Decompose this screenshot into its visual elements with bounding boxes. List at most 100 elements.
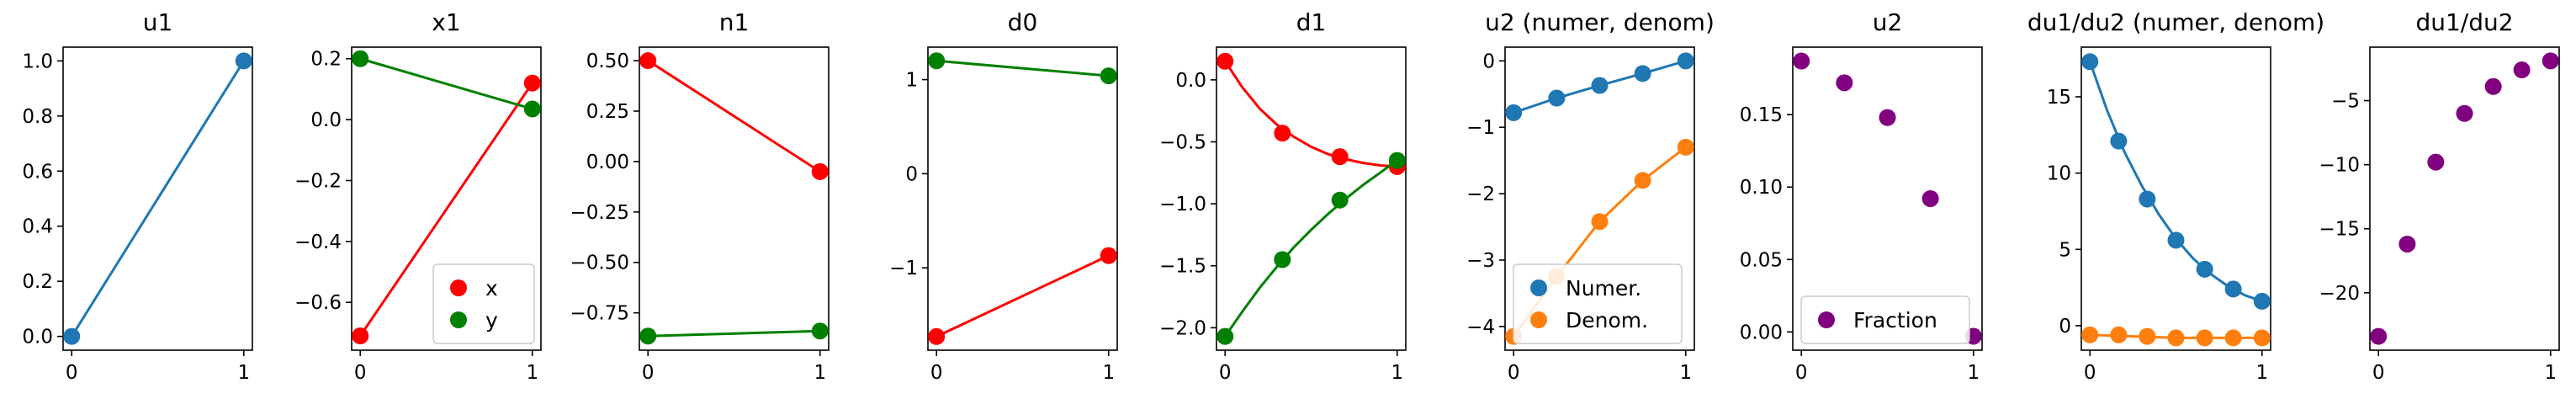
subplot-title: n1 [719,8,750,36]
subplot-2: x1 0 1 −0.6 −0.4 −0.2 0.0 0.2 xy [294,8,542,384]
data-point [1274,251,1291,269]
y-tick-label: 0.15 [1740,104,1783,126]
legend: Numer. Denom. [1513,263,1683,344]
data-point [63,327,81,345]
legend-marker [1530,311,1547,328]
data-point [1921,190,1939,207]
y-tick-label: 0.0 [1175,70,1206,92]
x-tick-label: 1 [526,362,538,384]
x-tick-label: 0 [1795,362,1808,384]
data-point [2167,231,2185,249]
axes-frame [927,46,1118,351]
x-tick-label: 0 [1219,362,1232,384]
legend-marker [450,279,467,296]
axes-frame [2369,46,2560,351]
y-tick-label: −0.4 [294,231,342,253]
y-tick-label: −1 [889,258,918,279]
axes-frame [1504,46,1695,351]
y-tick-label: 5 [2059,239,2071,261]
y-tick-label: 0.00 [1740,322,1783,343]
x-tick-label: 0 [2372,362,2385,384]
y-tick-label: −1.0 [1159,194,1206,215]
data-point [2513,61,2531,79]
y-tick-label: 0.4 [22,216,53,238]
data-point [1274,125,1291,142]
y-tick-label: 0 [905,163,918,185]
legend: xy [432,263,535,344]
y-tick-label: −0.50 [570,253,629,274]
data-point [2484,77,2502,95]
y-tick-label: −2 [1466,184,1495,205]
data-point [1836,74,1853,92]
legend-box [1513,263,1683,344]
x-tick-label: 1 [1967,362,1980,384]
y-tick-label: 0.50 [586,51,629,72]
data-point [1677,52,1694,70]
x-tick-label: 1 [1102,362,1115,384]
y-tick-label: 0.8 [22,106,53,128]
legend-marker [450,311,467,328]
x-tick-label: 0 [642,362,655,384]
x-tick-label: 0 [930,362,943,384]
y-tick-label: 0 [2059,316,2071,338]
data-point [639,327,657,345]
x-tick-label: 1 [2544,362,2557,384]
x-tick-label: 1 [2255,362,2268,384]
y-tick-label: 0.10 [1740,177,1783,199]
data-point [2427,153,2445,171]
data-point [2224,280,2242,298]
y-tick-label: −5 [2331,91,2360,113]
axes-frame [639,46,830,351]
data-point [1216,327,1234,345]
legend-label: y [485,308,498,332]
y-tick-label: −3 [1466,250,1495,272]
x-tick-label: 1 [1391,362,1403,384]
subplot-title: u2 [1873,8,1903,36]
data-point [2081,326,2099,343]
data-point [2370,327,2388,345]
series-line [359,57,533,110]
legend-box [1800,295,1970,344]
data-point [1879,109,1896,126]
series-line [648,329,820,338]
y-tick-label: 15 [2047,87,2071,109]
data-point [235,52,252,70]
subplot-6: u2 (numer, denom) 0 1 −4 −3 −2 −1 0 Numer. Denom. [1466,8,1715,384]
y-tick-label: −0.75 [570,303,629,325]
subplot-title: du1/du2 [2415,8,2513,36]
data-point [2110,326,2128,343]
data-point [811,162,829,180]
y-tick-label: 0.05 [1740,249,1783,271]
subplot-1: u1 0 1 0.0 0.2 0.4 0.6 0.8 1.0 [22,8,253,384]
y-tick-label: −20 [2319,283,2360,305]
y-tick-label: 0.25 [586,101,629,123]
subplot-4: d0 0 1 −1 0 1 [889,8,1118,384]
data-point [1331,148,1349,166]
data-point [2139,327,2156,345]
y-tick-label: 1.0 [22,51,53,72]
axes-frame [1216,46,1407,351]
data-point [1591,77,1609,94]
y-tick-label: 0.00 [586,152,629,173]
y-tick-label: −4 [1466,317,1495,338]
x-tick-label: 0 [1508,362,1520,384]
data-point [2167,329,2185,347]
y-tick-label: 10 [2047,163,2071,185]
legend: Fraction [1800,295,1970,344]
data-point [928,327,946,345]
data-point [2398,235,2416,253]
data-point [1677,138,1694,156]
fit-curve [2088,61,2263,303]
y-tick-label: 0 [1482,51,1495,72]
legend-label: Numer. [1566,276,1641,301]
fit-curve [1223,159,1398,338]
axes-frame [2080,46,2271,351]
legend-label: x [485,276,498,301]
legend-label: Fraction [1853,308,1937,332]
series-line [70,60,246,338]
data-point [2253,329,2271,347]
subplot-title: u1 [143,8,173,36]
y-tick-label: −1 [1466,117,1495,139]
data-point [928,52,946,70]
y-tick-label: 0.2 [310,49,342,71]
